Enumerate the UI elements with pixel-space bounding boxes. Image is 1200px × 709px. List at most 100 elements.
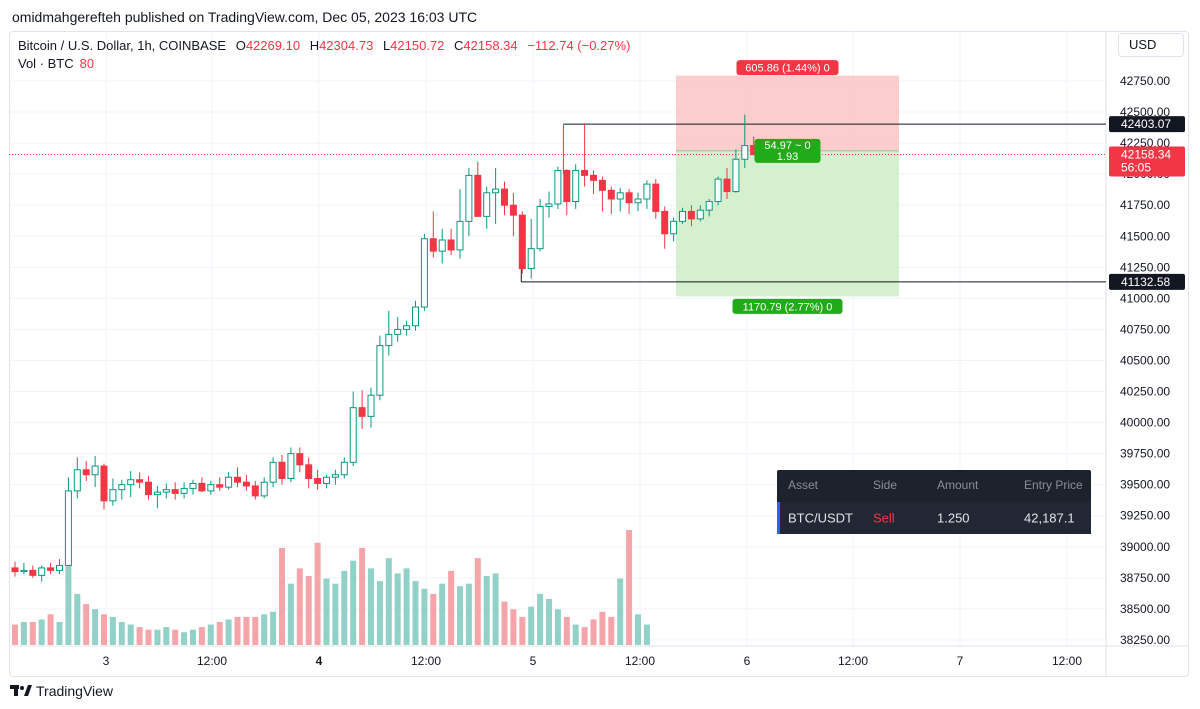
price-chart[interactable]: 42750.0042500.0042250.0042000.0041750.00…: [9, 31, 1189, 677]
candle-body: [643, 183, 651, 200]
volume-bar: [643, 624, 650, 645]
low-value: 42150.72: [390, 38, 445, 53]
volume-bar: [350, 560, 357, 645]
candle-body: [545, 203, 553, 207]
volume-bar: [314, 542, 321, 645]
candle-body: [305, 464, 313, 479]
volume-bar: [20, 622, 27, 645]
y-tick-label: 40500.00: [1120, 353, 1170, 367]
cell-entry-price: 42,187.1: [1024, 510, 1075, 526]
low-price-tag: 41132.58: [1121, 275, 1170, 289]
tradingview-logo[interactable]: TradingView: [10, 683, 113, 699]
center-label-box: [754, 138, 821, 163]
x-tick-label: 7: [957, 654, 964, 668]
x-tick-label: 12:00: [625, 654, 655, 668]
candle-body: [598, 179, 606, 191]
stop-loss-zone: [676, 75, 899, 151]
candle-body: [153, 491, 161, 496]
candle-body: [661, 210, 669, 235]
candle-body: [29, 569, 37, 576]
volume-bar: [599, 611, 606, 645]
candle-body: [492, 188, 500, 194]
volume-bar: [457, 586, 463, 645]
volume-bar: [492, 573, 499, 645]
volume-bar: [394, 573, 401, 645]
volume-bar: [163, 627, 170, 645]
volume-bar: [252, 616, 259, 645]
center-label-1: 54.97 ~ 0: [764, 140, 810, 152]
candle-body: [340, 461, 348, 476]
volume-bar: [234, 616, 241, 645]
volume-bar: [38, 619, 45, 645]
candle-body: [367, 394, 375, 417]
candle-body: [447, 239, 455, 251]
cell-side: Sell: [873, 510, 895, 526]
chart-frame: [9, 31, 1189, 677]
x-tick-label: 6: [744, 654, 751, 668]
volume-bar: [368, 568, 374, 645]
volume-bar: [287, 583, 294, 645]
candle-body: [314, 477, 322, 484]
candle-body: [527, 248, 535, 270]
header-entry-price: Entry Price: [1024, 478, 1083, 492]
candle-body: [11, 567, 19, 573]
x-tick-label: 12:00: [197, 654, 227, 668]
y-tick-label: 41000.00: [1120, 291, 1170, 305]
candle-body: [216, 484, 224, 488]
header-asset: Asset: [788, 478, 819, 492]
y-tick-label: 40750.00: [1120, 322, 1170, 336]
candle-body: [572, 169, 580, 202]
candle-body: [590, 174, 597, 181]
candle-body: [198, 482, 206, 492]
candle-body: [456, 220, 464, 251]
last-price-tag: 42158.34: [1121, 147, 1171, 161]
last-price-tag-bg: [1109, 146, 1185, 177]
volume-label[interactable]: Vol · BTC: [18, 56, 74, 71]
candle-body: [420, 238, 428, 308]
volume-bar: [421, 588, 428, 645]
volume-bar: [448, 570, 455, 645]
candle-body: [260, 481, 268, 497]
y-tick-label: 39000.00: [1120, 540, 1170, 554]
candle-body: [323, 476, 330, 484]
volume-bar: [510, 609, 517, 645]
volume-bar: [385, 558, 392, 645]
candle-body: [225, 476, 233, 488]
y-tick-label: 42500.00: [1120, 105, 1170, 119]
position-row[interactable]: BTC/USDT Sell 1.250 42,187.1: [777, 502, 1091, 534]
volume-bar: [56, 622, 63, 645]
volume-bar: [528, 606, 535, 645]
volume-bar: [279, 547, 285, 645]
volume-bar: [145, 629, 152, 645]
candle-body: [652, 183, 660, 212]
y-tick-label: 38750.00: [1120, 571, 1170, 585]
open-label: O: [235, 38, 246, 53]
volume-bar: [305, 576, 312, 645]
row-accent: [777, 502, 780, 534]
volume-bar: [554, 609, 561, 645]
currency-button[interactable]: USD: [1118, 33, 1184, 57]
open-value: 42269.10: [245, 38, 301, 53]
candle-body: [180, 487, 188, 494]
candle-body: [607, 189, 615, 200]
high-label: H: [309, 38, 320, 53]
volume-bar: [47, 614, 54, 645]
volume-bar: [359, 547, 366, 645]
volume-bar: [617, 578, 624, 645]
candle-body: [127, 479, 135, 486]
symbol-title[interactable]: Bitcoin / U.S. Dollar, 1h, COINBASE: [18, 38, 227, 53]
y-tick-label: 40000.00: [1120, 416, 1170, 430]
volume-bar: [376, 581, 383, 645]
volume-bar: [181, 632, 188, 645]
candle-body: [171, 489, 179, 494]
y-tick-label: 40250.00: [1120, 385, 1170, 399]
candle-body: [714, 178, 722, 202]
volume-value: 80: [79, 56, 95, 71]
candle-body: [687, 210, 695, 220]
volume-bar: [439, 583, 446, 645]
candle-body: [91, 465, 99, 476]
candle-body: [82, 469, 90, 476]
candle-body: [287, 453, 295, 479]
candle-body: [251, 485, 259, 497]
volume-bar: [198, 627, 205, 645]
